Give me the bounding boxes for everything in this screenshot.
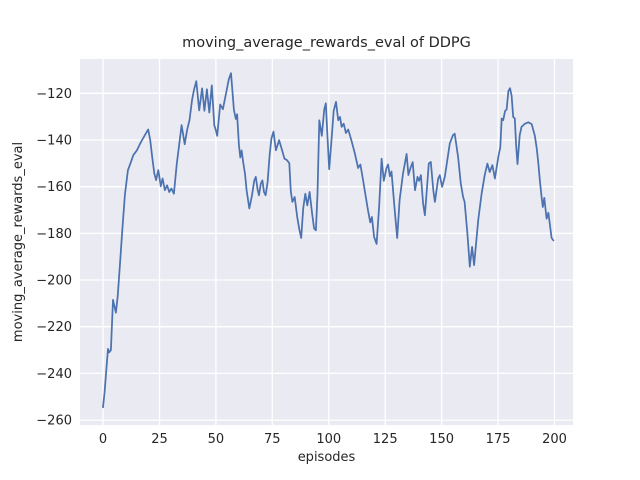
line-series-group — [102, 72, 555, 409]
reward-line — [102, 72, 555, 409]
x-tick-label: 0 — [99, 432, 107, 447]
y-axis-tick-labels: −120 −140 −160 −180 −200 −220 −240 −260 — [36, 87, 72, 429]
y-tick-label: −140 — [36, 134, 72, 149]
x-axis-label: episodes — [298, 450, 356, 465]
chart-title: moving_average_rewards_eval of DDPG — [182, 35, 471, 51]
x-tick-label: 100 — [316, 432, 341, 447]
x-tick-label: 25 — [151, 432, 168, 447]
y-tick-label: −220 — [36, 320, 72, 335]
x-axis-tick-labels: 0 25 50 75 100 125 150 175 200 — [99, 432, 567, 447]
x-tick-label: 75 — [264, 432, 281, 447]
y-tick-label: −180 — [36, 227, 72, 242]
grid-lines — [80, 59, 573, 425]
y-axis-label: moving_average_rewards_eval — [11, 142, 26, 342]
x-tick-label: 125 — [373, 432, 398, 447]
y-tick-label: −260 — [36, 414, 72, 429]
y-tick-label: −120 — [36, 87, 72, 102]
y-tick-label: −240 — [36, 367, 72, 382]
x-tick-label: 200 — [542, 432, 567, 447]
x-tick-label: 175 — [486, 432, 511, 447]
y-tick-label: −200 — [36, 274, 72, 289]
x-tick-label: 150 — [429, 432, 454, 447]
y-tick-label: −160 — [36, 180, 72, 195]
x-tick-label: 50 — [208, 432, 225, 447]
